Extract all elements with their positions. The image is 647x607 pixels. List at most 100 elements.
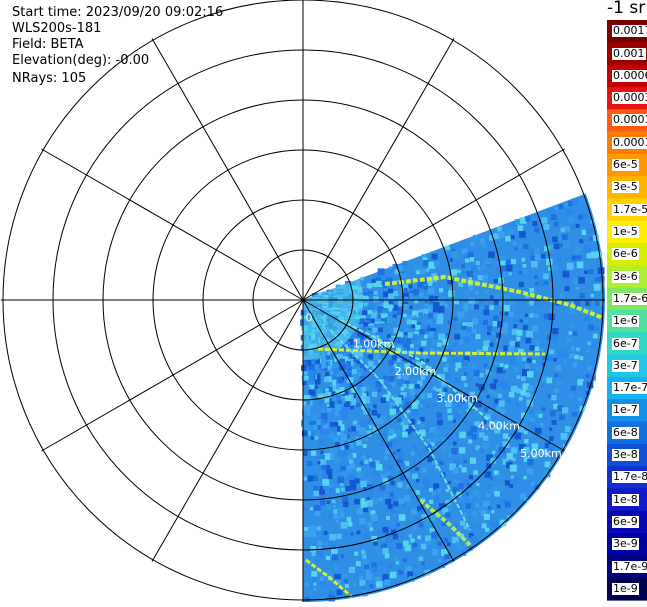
data-cell: [426, 268, 430, 272]
data-cell: [328, 398, 332, 402]
data-cell: [368, 290, 374, 296]
data-cell: [369, 461, 376, 468]
data-cell: [482, 319, 488, 325]
data-cell: [310, 507, 314, 511]
data-cell: [312, 475, 318, 481]
data-cell: [332, 362, 338, 369]
data-cell: [319, 362, 326, 369]
data-cell: [393, 364, 397, 368]
data-cell: [429, 299, 434, 304]
colorbar-tick-label: 3e-6: [612, 269, 639, 283]
data-cell: [519, 319, 523, 323]
data-cell: [483, 340, 490, 347]
data-cell: [497, 226, 502, 232]
colorbar-tick-label: 6e-6: [612, 247, 639, 261]
data-cell: [325, 388, 329, 392]
data-cell: [377, 306, 384, 313]
data-cell: [310, 368, 318, 376]
data-cell: [404, 332, 408, 336]
data-cell: [465, 503, 472, 509]
data-cell: [486, 422, 492, 428]
data-cell: [313, 587, 317, 591]
data-cell: [410, 538, 415, 543]
data-cell: [437, 342, 442, 347]
data-cell: [406, 316, 413, 323]
data-cell: [565, 309, 569, 313]
data-cell: [329, 590, 334, 596]
data-cell: [425, 366, 432, 374]
data-cell: [423, 566, 427, 570]
data-cell: [325, 372, 330, 377]
data-cell: [495, 338, 500, 343]
data-cell: [363, 353, 367, 358]
data-cell: [320, 368, 324, 373]
data-cell: [369, 527, 374, 531]
data-cell: [463, 460, 467, 464]
data-cell: [466, 483, 472, 488]
data-cell: [381, 342, 388, 349]
data-cell: [473, 370, 480, 377]
data-cell: [339, 441, 344, 446]
data-cell: [317, 541, 323, 546]
data-cell: [335, 519, 339, 523]
data-cell: [401, 503, 406, 508]
data-cell: [523, 243, 529, 250]
data-cell: [553, 403, 559, 410]
data-cell: [329, 379, 336, 386]
data-cell: [463, 420, 468, 425]
data-cell: [320, 454, 325, 460]
data-cell: [475, 333, 481, 340]
data-cell: [361, 405, 366, 410]
data-cell: [397, 331, 403, 338]
nrays-label: NRays: 105: [12, 71, 87, 86]
data-cell: [381, 474, 386, 479]
data-cell: [362, 455, 367, 459]
data-cell: [444, 288, 448, 292]
data-cell: [347, 474, 354, 481]
data-cell: [552, 328, 559, 335]
data-cell: [337, 452, 342, 457]
data-cell: [418, 556, 424, 562]
data-cell: [388, 428, 395, 435]
data-cell: [402, 260, 408, 266]
data-cell: [458, 391, 464, 397]
data-cell: [427, 393, 432, 398]
data-cell: [472, 375, 477, 381]
data-cell: [316, 388, 323, 395]
data-cell: [486, 463, 492, 469]
data-cell: [571, 209, 575, 213]
data-cell: [353, 431, 357, 436]
data-cell: [385, 498, 392, 505]
data-cell: [318, 494, 326, 502]
data-cell: [402, 358, 407, 363]
data-cell: [554, 207, 558, 211]
data-cell: [574, 354, 579, 360]
data-cell: [391, 496, 397, 502]
range-ring-label: 3.00km: [437, 392, 479, 405]
data-cell: [329, 370, 334, 375]
data-cell: [423, 313, 427, 317]
data-cell: [526, 399, 534, 407]
data-cell: [375, 381, 382, 388]
data-cell: [399, 266, 403, 270]
data-cell: [571, 255, 577, 261]
data-cell: [427, 305, 435, 312]
azimuth-spoke: [41, 299, 304, 452]
data-cell: [425, 358, 430, 363]
data-cell: [431, 273, 437, 279]
data-cell: [494, 427, 501, 434]
data-cell: [573, 331, 578, 336]
data-cell: [320, 409, 326, 414]
data-cell: [367, 361, 374, 367]
data-cell: [363, 367, 367, 371]
data-cell: [380, 313, 388, 321]
data-cell: [444, 554, 450, 560]
data-cell: [355, 561, 361, 567]
data-cell: [430, 348, 434, 353]
data-cell: [470, 241, 476, 247]
data-cell: [302, 410, 308, 416]
data-cell: [374, 546, 380, 551]
range-ring-labels: 0 1.00km 2.00km 3.00km 4.00km 5.00km: [306, 312, 562, 460]
data-cell: [354, 338, 361, 344]
data-cell: [549, 410, 556, 417]
